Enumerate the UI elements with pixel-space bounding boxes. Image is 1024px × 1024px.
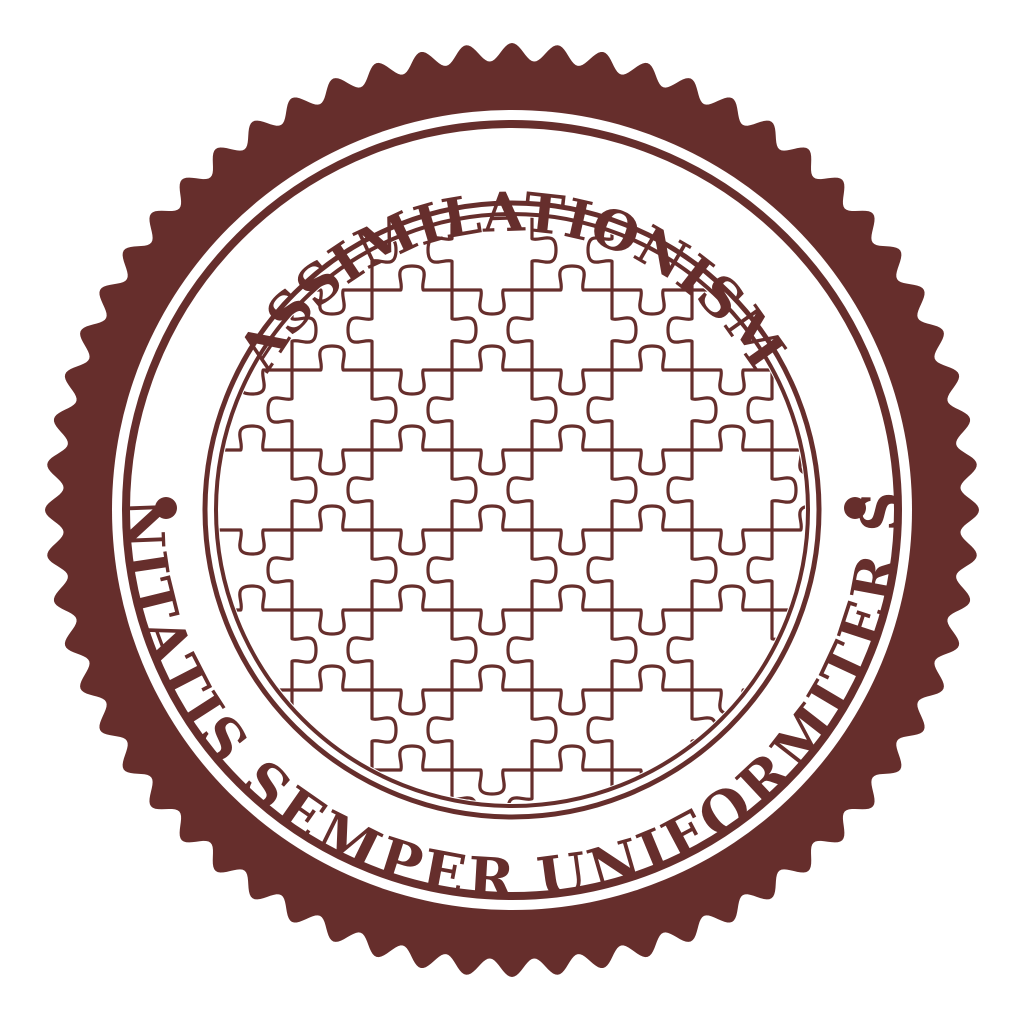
inner-white-disc [112,110,912,910]
right-dot [844,497,866,519]
inner-ring-inner [214,212,810,808]
outer-thin-ring [122,120,902,900]
left-dot [155,497,177,519]
inner-ring-outer [202,200,822,820]
